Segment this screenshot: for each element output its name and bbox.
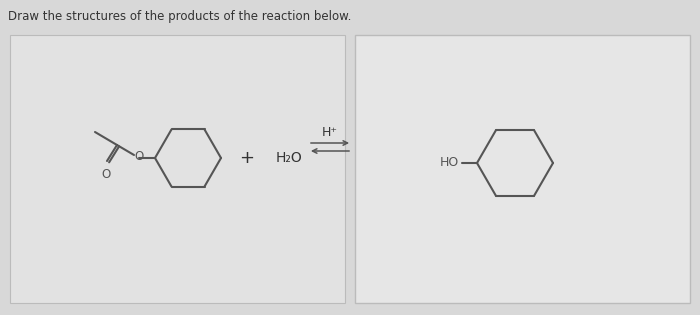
Bar bbox=[10, 35, 345, 303]
Text: O: O bbox=[102, 168, 111, 181]
Text: Draw the structures of the products of the reaction below.: Draw the structures of the products of t… bbox=[8, 10, 351, 23]
Text: HO: HO bbox=[440, 157, 459, 169]
Text: H₂O: H₂O bbox=[276, 151, 302, 165]
Text: H⁺: H⁺ bbox=[322, 127, 338, 140]
Text: O: O bbox=[134, 150, 144, 163]
Bar bbox=[355, 35, 690, 303]
Text: +: + bbox=[239, 149, 255, 167]
